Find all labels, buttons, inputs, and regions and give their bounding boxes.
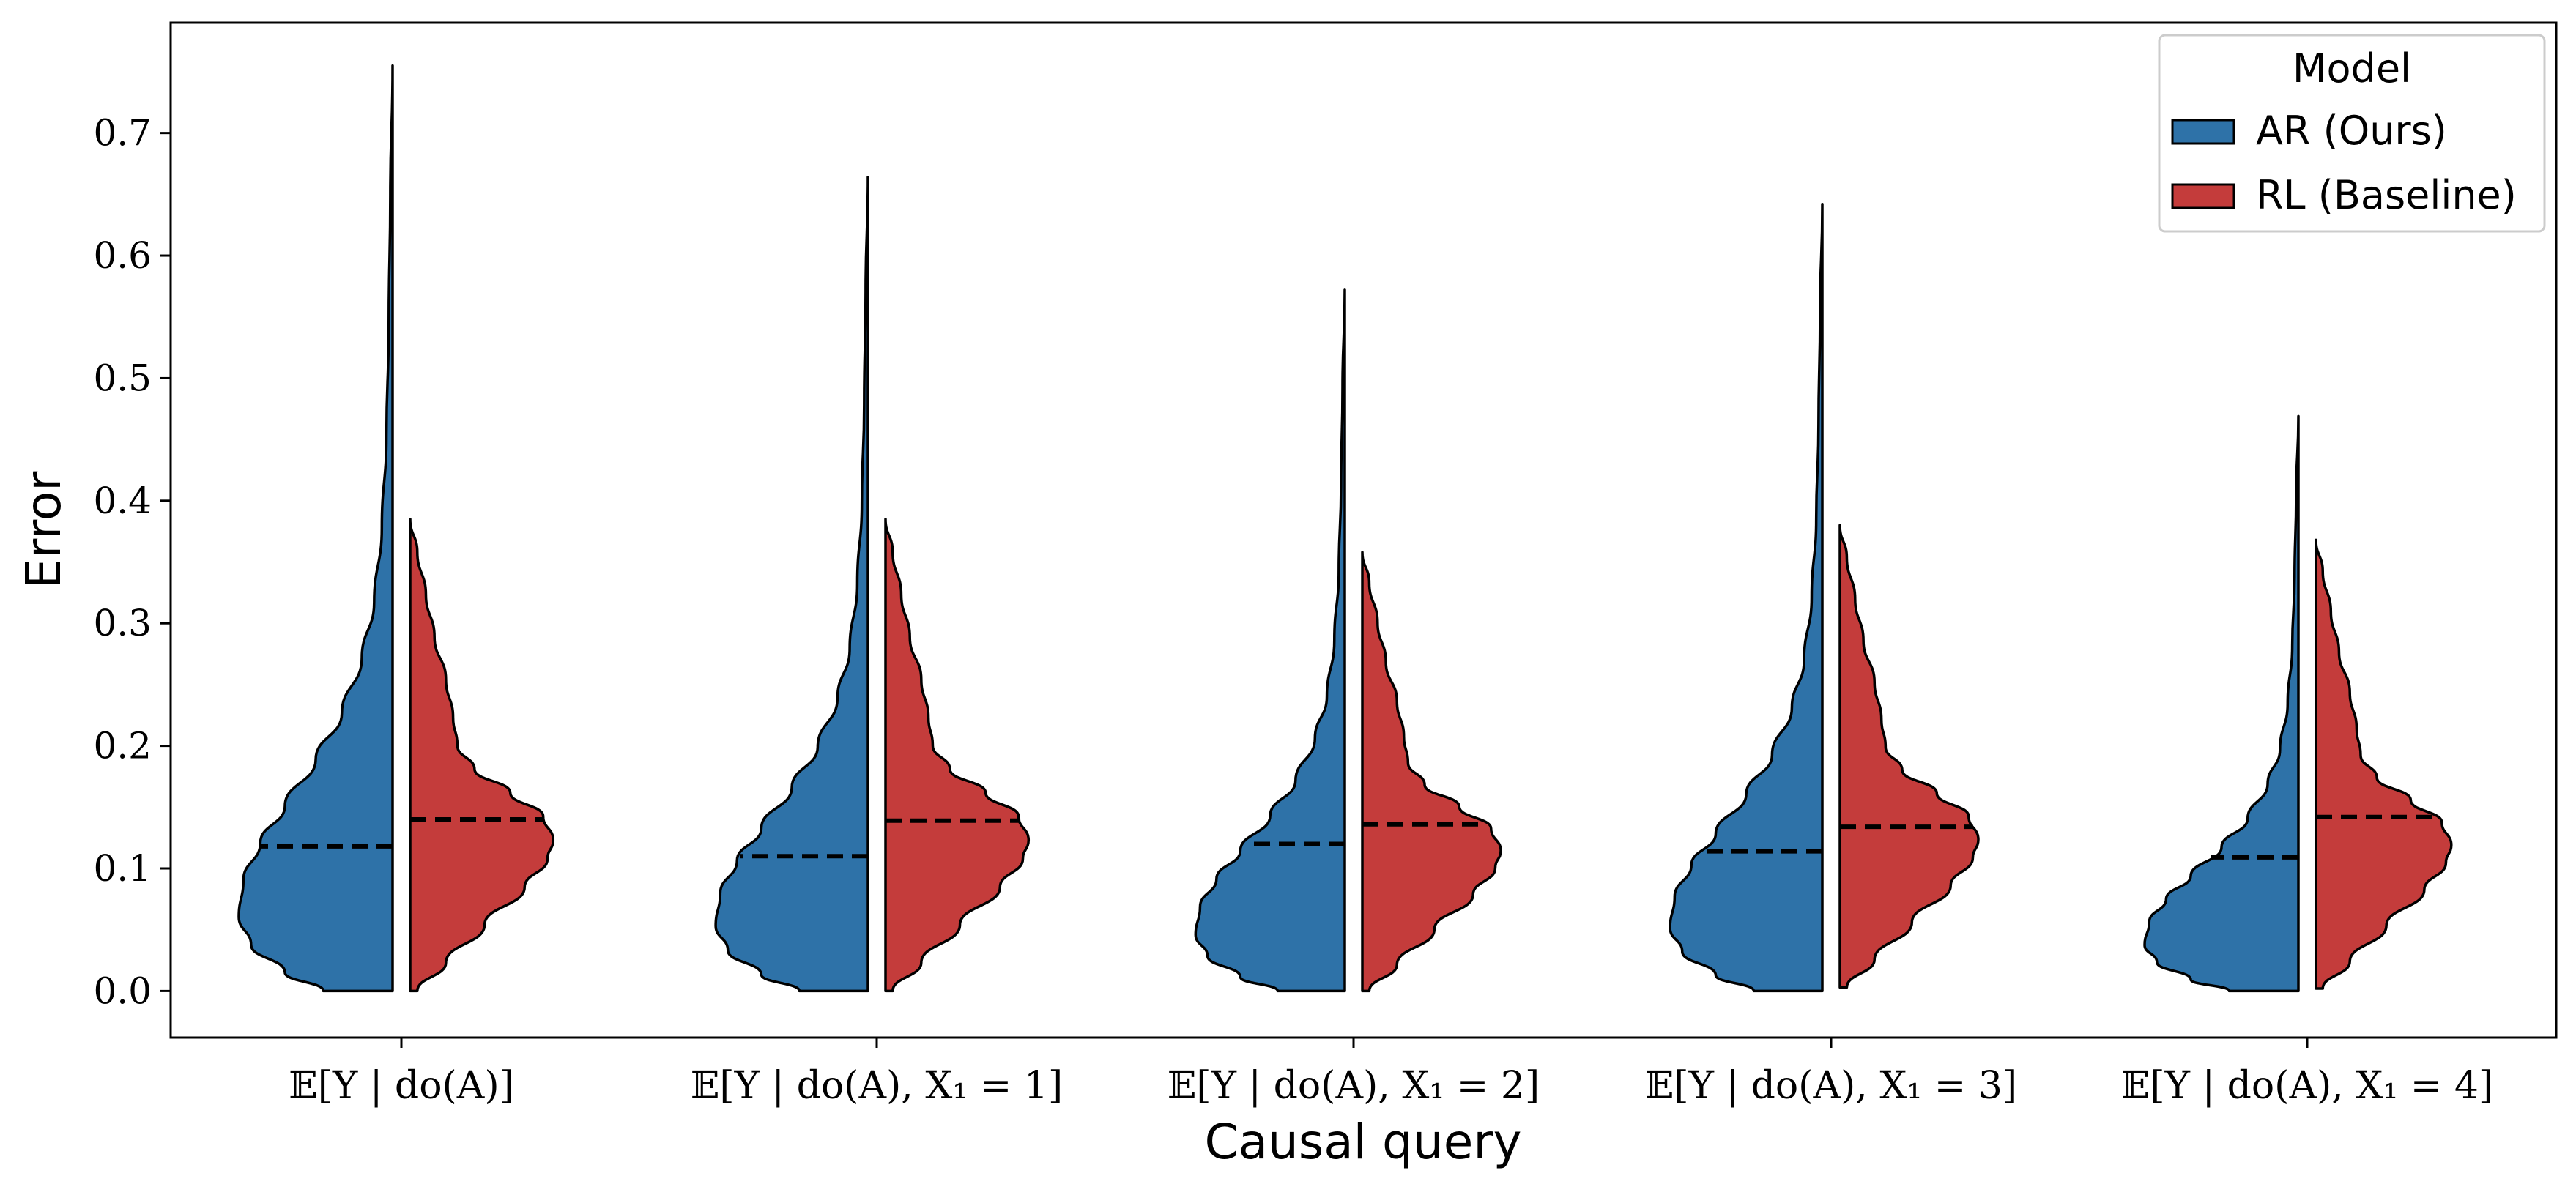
violin-ar-1 — [237, 64, 394, 993]
violin-rl-3 — [1361, 551, 1502, 993]
violin-ar-5 — [2143, 414, 2300, 993]
y-axis-label: Error — [15, 471, 72, 589]
legend: Model AR (Ours) RL (Baseline) — [2158, 34, 2546, 233]
legend-frame — [2158, 34, 2546, 233]
legend-swatch-ar — [2171, 119, 2235, 145]
y-tick-label: 0.4 — [93, 480, 152, 522]
violin-rl-2 — [884, 518, 1031, 993]
plot-frame — [169, 21, 2558, 1039]
y-axis: 0.0 0.1 0.2 0.3 0.4 0.5 0.6 0.7 — [93, 112, 171, 1012]
violin-ar-2 — [714, 176, 869, 993]
x-tick-label-2: 𝔼[Y | do(A), X₁ = 1] — [691, 1064, 1063, 1108]
y-tick-label: 0.6 — [93, 234, 152, 277]
x-axis: 𝔼[Y | do(A)] 𝔼[Y | do(A), X₁ = 1] 𝔼[Y | do… — [289, 1038, 2493, 1108]
violin-rl-4 — [1838, 524, 1980, 989]
y-tick-label: 0.3 — [93, 602, 152, 644]
y-tick-label: 0.5 — [93, 357, 152, 399]
x-tick-label-4: 𝔼[Y | do(A), X₁ = 3] — [1645, 1064, 2017, 1108]
y-tick-label: 0.1 — [93, 847, 152, 890]
legend-swatch-rl — [2171, 183, 2235, 209]
x-tick-label-1: 𝔼[Y | do(A)] — [289, 1064, 514, 1108]
legend-title: Model — [2293, 45, 2411, 92]
y-tick-label: 0.2 — [93, 725, 152, 767]
legend-label-rl: RL (Baseline) — [2256, 172, 2517, 218]
violin-layer — [237, 64, 2453, 993]
x-tick-label-5: 𝔼[Y | do(A), X₁ = 4] — [2121, 1064, 2493, 1108]
y-tick-label: 0.7 — [93, 112, 152, 155]
legend-label-ar: AR (Ours) — [2256, 108, 2447, 154]
y-tick-label: 0.0 — [93, 969, 152, 1012]
violin-ar-4 — [1669, 202, 1824, 993]
x-tick-label-3: 𝔼[Y | do(A), X₁ = 2] — [1168, 1064, 1540, 1108]
x-axis-label: Causal query — [1204, 1114, 1521, 1170]
violin-rl-1 — [409, 518, 555, 993]
violin-ar-3 — [1194, 288, 1346, 993]
median-layer — [259, 814, 2435, 860]
violin-rl-5 — [2315, 538, 2453, 990]
